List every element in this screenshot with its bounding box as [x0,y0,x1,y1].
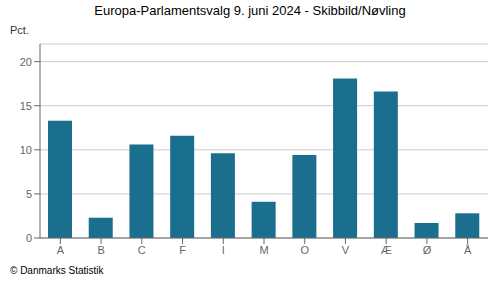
svg-text:F: F [179,244,186,256]
html-text:© Danmarks Statistik: © Danmarks Statistik [10,265,104,276]
svg-text:C: C [138,244,146,256]
svg-text:10: 10 [20,144,32,156]
svg-text:Æ: Æ [381,244,392,256]
svg-text:Ø: Ø [423,244,432,256]
svg-text:V: V [342,244,350,256]
svg-text:5: 5 [26,188,32,200]
svg-text:B: B [97,244,104,256]
svg-text:20: 20 [20,56,32,68]
svg-text:O: O [300,244,309,256]
svg-text:I: I [222,244,225,256]
svg-text:0: 0 [26,232,32,244]
svg-text:Å: Å [464,244,472,256]
svg-text:A: A [57,244,65,256]
svg-text:M: M [259,244,268,256]
html-text:Pct.: Pct. [10,24,29,36]
svg-text:15: 15 [20,100,32,112]
html-text:Europa-Parlamentsvalg 9. juni: Europa-Parlamentsvalg 9. juni 2024 - Ski… [94,3,406,18]
